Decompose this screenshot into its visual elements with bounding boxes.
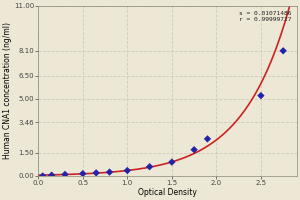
Point — [281, 49, 286, 52]
Point — [125, 169, 130, 172]
Point — [147, 165, 152, 168]
Point — [49, 174, 54, 177]
X-axis label: Optical Density: Optical Density — [138, 188, 197, 197]
Point — [169, 160, 174, 164]
Text: s = 0.01071486
r = 0.99999727: s = 0.01071486 r = 0.99999727 — [239, 11, 291, 22]
Point — [40, 174, 45, 178]
Point — [205, 137, 210, 140]
Point — [259, 94, 263, 97]
Point — [94, 171, 99, 174]
Point — [80, 172, 85, 175]
Point — [63, 173, 68, 176]
Y-axis label: Human CNA1 concentration (ng/ml): Human CNA1 concentration (ng/ml) — [4, 22, 13, 159]
Point — [192, 148, 197, 151]
Point — [107, 171, 112, 174]
